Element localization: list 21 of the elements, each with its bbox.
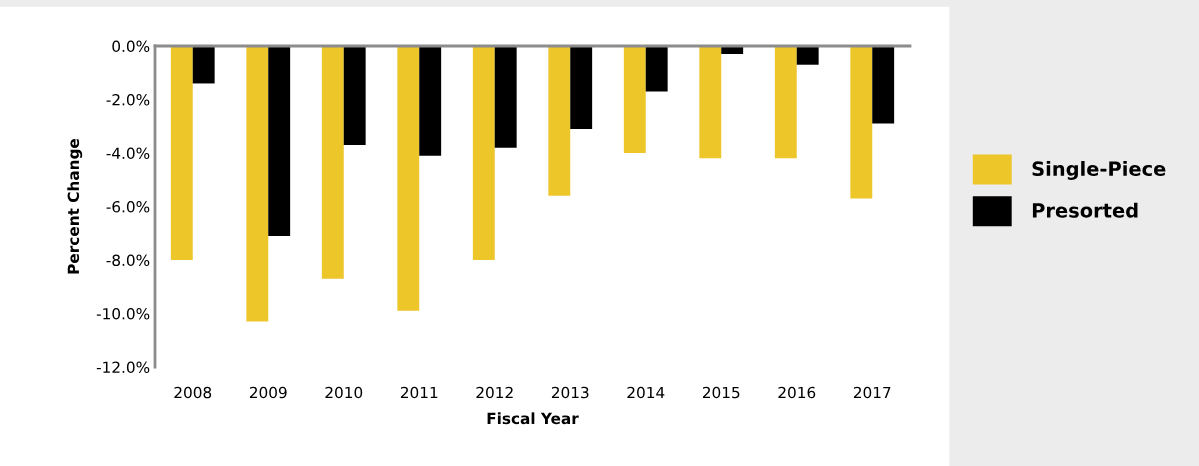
y-tick-label: -4.0%	[106, 147, 150, 160]
y-tick-label: -12.0%	[96, 361, 150, 374]
x-tick-label: 2010	[325, 386, 363, 399]
x-tick-label: 2011	[400, 386, 438, 399]
y-axis-title: Percent Change	[67, 138, 83, 274]
x-tick-label: 2009	[249, 386, 287, 399]
x-tick-label: 2014	[627, 386, 665, 399]
y-tick-label: -2.0%	[106, 93, 150, 106]
y-tick-label: -6.0%	[106, 200, 150, 213]
x-tick-label: 2012	[476, 386, 513, 399]
x-axis-title: Fiscal Year	[487, 412, 579, 425]
y-tick-label: -10.0%	[96, 307, 150, 320]
legend-label: Presorted	[1032, 202, 1138, 218]
y-tick-label: 0.0%	[112, 40, 150, 53]
y-tick-label: -8.0%	[106, 254, 150, 267]
legend-label: Single-Piece	[1032, 160, 1166, 180]
x-tick-label: 2008	[174, 386, 212, 399]
x-tick-label: 2016	[778, 386, 816, 399]
x-tick-label: 2015	[702, 386, 740, 399]
x-tick-label: 2013	[551, 386, 589, 399]
x-tick-label: 2017	[853, 386, 891, 399]
